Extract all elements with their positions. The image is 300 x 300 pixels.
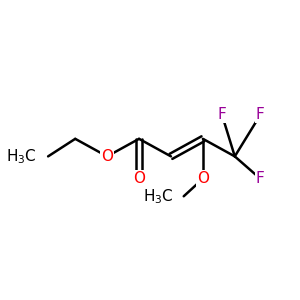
Text: F: F bbox=[256, 107, 265, 122]
Text: F: F bbox=[218, 107, 226, 122]
Text: H$_3$C: H$_3$C bbox=[143, 187, 174, 206]
Text: H$_3$C: H$_3$C bbox=[6, 147, 37, 166]
Text: F: F bbox=[256, 171, 265, 186]
Text: O: O bbox=[101, 149, 113, 164]
Text: O: O bbox=[197, 171, 209, 186]
Text: O: O bbox=[133, 171, 145, 186]
